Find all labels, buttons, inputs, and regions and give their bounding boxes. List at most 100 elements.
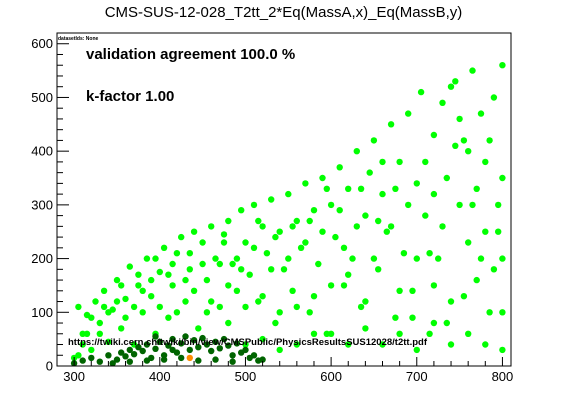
excluded-point <box>160 356 168 363</box>
allowed-point <box>259 335 266 343</box>
excluded-point <box>118 349 125 356</box>
excluded-point <box>152 345 159 352</box>
allowed-point <box>259 293 266 300</box>
allowed-point <box>336 207 343 214</box>
excluded-point <box>233 340 241 347</box>
allowed-point <box>362 325 369 332</box>
x-tick-label: 300 <box>63 369 85 384</box>
excluded-point <box>212 338 219 345</box>
allowed-point <box>375 217 382 225</box>
allowed-point <box>195 325 202 332</box>
allowed-point <box>310 207 318 214</box>
excluded-point <box>216 345 223 352</box>
allowed-point <box>315 260 322 268</box>
allowed-point <box>208 223 215 230</box>
allowed-point <box>83 330 91 337</box>
allowed-point <box>469 67 476 74</box>
allowed-point <box>362 212 369 219</box>
y-tick-label: 300 <box>31 197 53 212</box>
allowed-point <box>499 309 506 316</box>
allowed-point <box>182 276 189 284</box>
allowed-point <box>345 185 352 192</box>
allowed-point <box>280 266 288 273</box>
excluded-point <box>212 356 219 363</box>
allowed-point <box>276 309 283 316</box>
excluded-point <box>182 333 189 340</box>
allowed-point <box>456 115 463 123</box>
allowed-point <box>396 158 403 166</box>
allowed-point <box>143 255 151 262</box>
allowed-point <box>238 266 245 273</box>
allowed-point <box>268 266 275 273</box>
allowed-point <box>178 233 185 241</box>
allowed-point <box>113 276 121 284</box>
x-tick-label: 700 <box>406 369 428 384</box>
allowed-point <box>426 330 433 337</box>
allowed-point <box>460 293 468 300</box>
allowed-point <box>477 110 485 117</box>
allowed-point <box>199 260 206 268</box>
excluded-point <box>130 351 138 358</box>
special-point <box>186 354 193 362</box>
x-tick-label: 400 <box>149 369 171 384</box>
allowed-point <box>417 88 425 96</box>
excluded-point <box>190 337 198 344</box>
allowed-point <box>263 250 271 257</box>
allowed-point <box>118 325 125 332</box>
plot-frame <box>56 32 512 367</box>
allowed-point <box>443 319 450 327</box>
allowed-point <box>336 164 343 171</box>
excluded-point <box>135 344 142 351</box>
allowed-point <box>495 228 502 235</box>
points-layer <box>70 61 506 367</box>
excluded-point <box>242 346 249 354</box>
allowed-point <box>387 223 395 230</box>
excluded-point <box>105 352 112 359</box>
allowed-point <box>199 239 206 246</box>
allowed-point <box>439 223 446 230</box>
allowed-point <box>297 244 305 251</box>
allowed-point <box>186 250 193 257</box>
excluded-point <box>109 360 116 367</box>
allowed-point <box>460 137 468 144</box>
allowed-point <box>327 330 335 337</box>
allowed-point <box>242 303 249 311</box>
allowed-point <box>88 314 95 321</box>
allowed-point <box>152 255 159 262</box>
allowed-point <box>409 287 416 294</box>
allowed-point <box>422 158 429 166</box>
allowed-point <box>465 239 472 246</box>
allowed-point <box>357 185 365 192</box>
excluded-point <box>126 346 133 354</box>
validation-agreement-label: validation agreement 100.0 % <box>86 46 296 63</box>
allowed-point <box>105 338 112 345</box>
allowed-point <box>225 282 232 289</box>
allowed-point <box>396 330 403 337</box>
allowed-point <box>430 190 438 198</box>
excluded-point <box>195 357 202 364</box>
allowed-point <box>126 263 133 270</box>
allowed-point <box>379 190 386 198</box>
allowed-point <box>447 298 455 305</box>
allowed-point <box>135 271 142 278</box>
allowed-point <box>100 303 108 311</box>
allowed-point <box>477 255 485 262</box>
excluded-point <box>259 356 266 363</box>
allowed-point <box>392 314 399 321</box>
source-url[interactable]: https://twiki.cern.ch/twiki/bin/view/CMS… <box>68 337 427 348</box>
allowed-point <box>353 148 360 155</box>
allowed-point <box>293 341 300 348</box>
allowed-point <box>486 309 493 316</box>
allowed-point <box>242 341 249 348</box>
y-tick-label: 100 <box>31 305 53 320</box>
allowed-point <box>379 341 386 348</box>
allowed-point <box>173 309 181 316</box>
allowed-point <box>349 255 356 262</box>
y-tick-label: 600 <box>31 36 53 51</box>
excluded-point <box>143 357 151 364</box>
allowed-point <box>383 228 390 235</box>
allowed-point <box>370 255 378 262</box>
allowed-point <box>118 282 125 289</box>
allowed-point <box>220 239 228 246</box>
